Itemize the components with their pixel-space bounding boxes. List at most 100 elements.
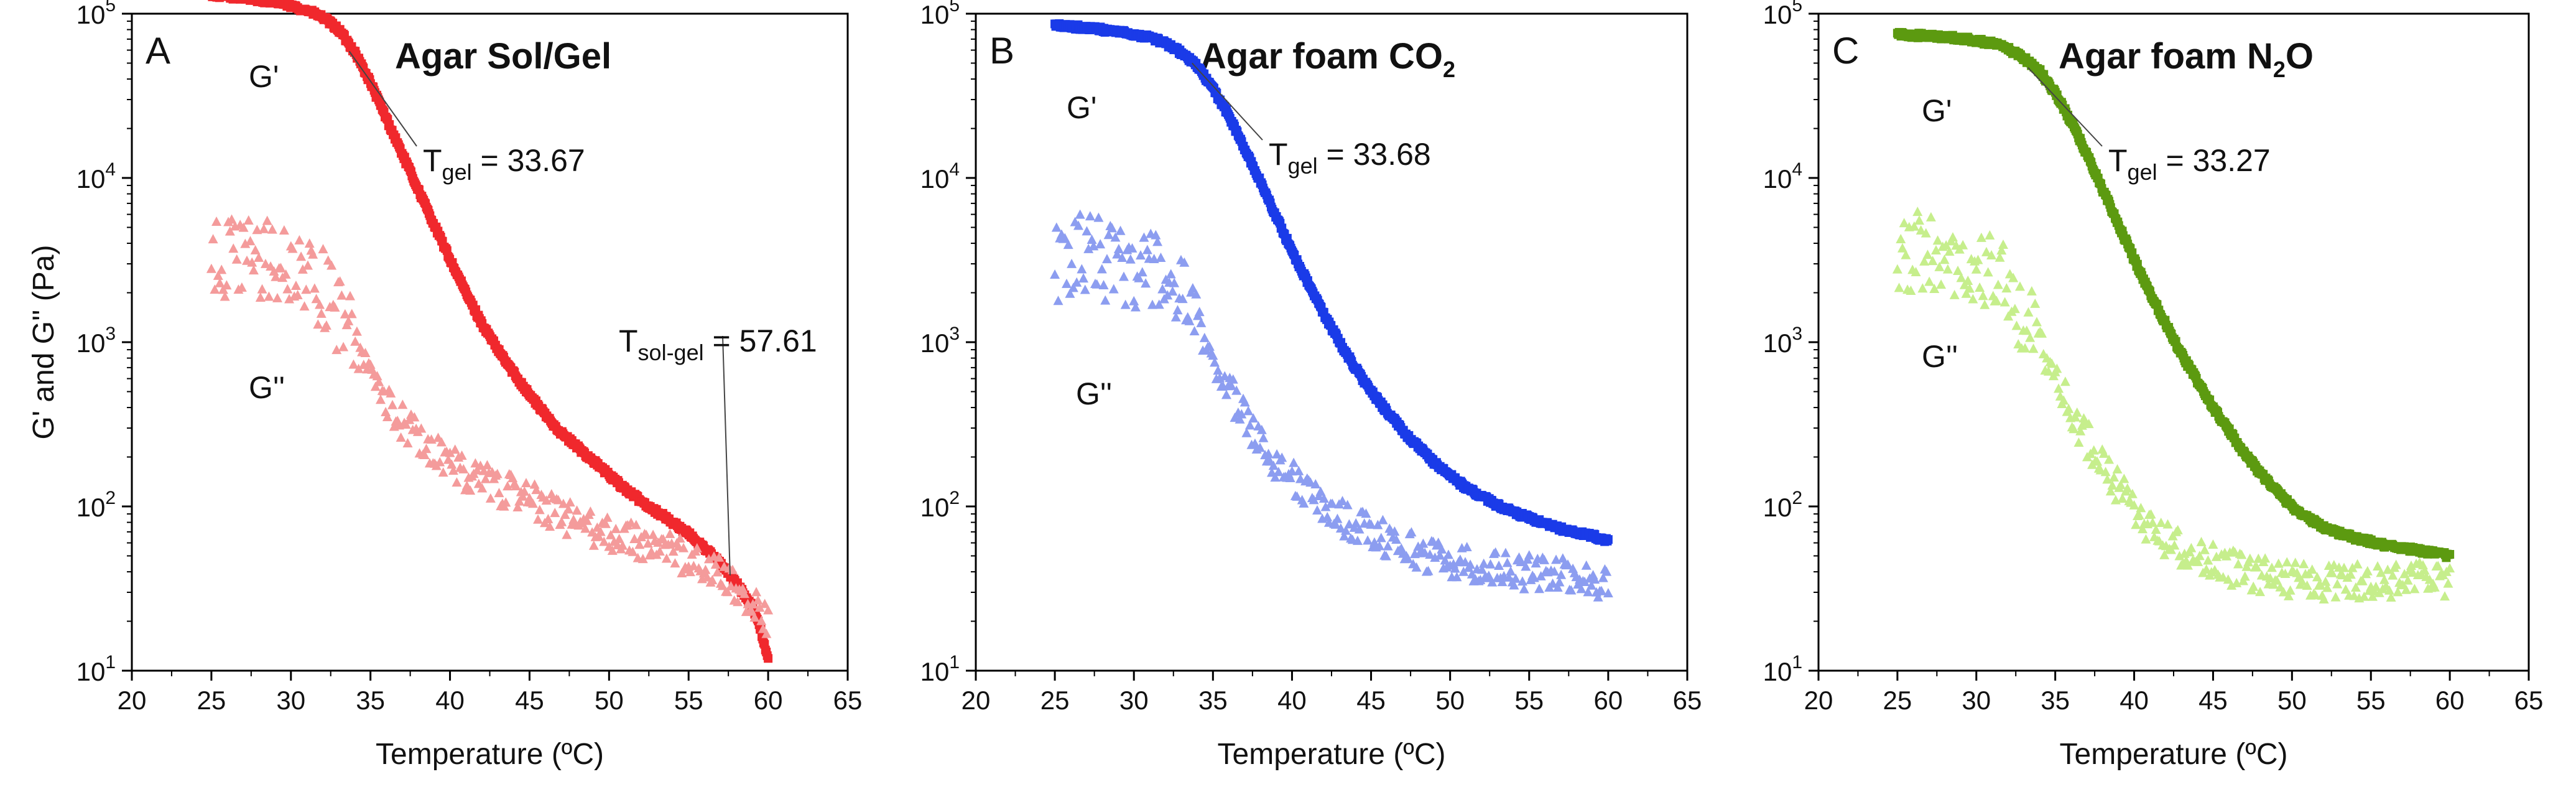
data-point-triangle (1352, 535, 1363, 545)
data-point-triangle (2340, 584, 2351, 594)
data-point-triangle (2131, 519, 2141, 529)
data-point-triangle (2248, 581, 2259, 591)
data-point-triangle (2290, 557, 2300, 567)
data-point-triangle (374, 376, 384, 386)
data-point-triangle (1601, 566, 1612, 576)
x-tick-label: 35 (356, 686, 385, 715)
data-point-triangle (1993, 279, 2003, 289)
data-point-triangle (1435, 550, 1445, 560)
data-point-triangle (1129, 296, 1139, 305)
data-point-triangle (1580, 577, 1590, 587)
data-point-triangle (282, 284, 293, 294)
data-point-triangle (1141, 278, 1151, 288)
data-point-triangle (1228, 374, 1238, 384)
data-point-triangle (529, 479, 540, 489)
x-tick-label: 65 (2514, 686, 2544, 715)
data-point-triangle (435, 457, 445, 467)
data-point-triangle (465, 485, 476, 495)
data-point-triangle (250, 245, 261, 254)
data-point-triangle (1373, 519, 1383, 529)
data-point-triangle (1187, 283, 1198, 293)
data-point-triangle (2337, 570, 2348, 580)
data-point-triangle (1256, 424, 1267, 434)
data-point-triangle (1268, 460, 1279, 470)
data-point-triangle (1072, 277, 1082, 287)
data-point-triangle (210, 284, 220, 294)
y-tick-exponent: 5 (1792, 0, 1802, 16)
data-point-triangle (1342, 500, 1353, 510)
data-point-triangle (700, 564, 711, 574)
data-point-triangle (299, 301, 310, 311)
data-point-triangle (1068, 282, 1078, 292)
data-point-triangle (309, 283, 320, 293)
annotation-subscript: gel (1288, 153, 1318, 179)
data-point-triangle (1418, 538, 1429, 548)
y-tick-exponent: 5 (949, 0, 960, 16)
data-point-triangle (517, 491, 528, 501)
data-point-triangle (345, 291, 356, 300)
data-point-triangle (712, 567, 723, 577)
panel-title-main: Agar foam CO (1200, 36, 1443, 77)
data-point-triangle (1374, 541, 1385, 551)
data-point-triangle (1980, 299, 1990, 309)
data-point-triangle (336, 290, 347, 300)
data-point-triangle (2312, 572, 2322, 582)
data-point-triangle (1562, 559, 1573, 569)
data-point-triangle (2052, 363, 2062, 373)
data-point-triangle (2379, 574, 2389, 584)
data-point-triangle (1112, 249, 1123, 259)
y-tick-label: 101 (76, 652, 116, 686)
data-point-triangle (1051, 222, 1062, 232)
data-point-triangle (1093, 212, 1104, 222)
data-point-triangle (2367, 591, 2378, 601)
data-point-triangle (1483, 571, 1494, 580)
data-point-triangle (763, 605, 774, 615)
data-point-triangle (1351, 518, 1361, 528)
y-tick-label: 104 (920, 159, 960, 193)
y-tick-base: 10 (76, 164, 106, 193)
y-tick-exponent: 4 (949, 159, 960, 180)
y-tick-base: 10 (76, 493, 106, 522)
data-point-triangle (2008, 273, 2019, 282)
data-point-triangle (1277, 452, 1287, 462)
data-point-triangle (456, 450, 467, 460)
data-point-triangle (2273, 558, 2284, 568)
data-point-triangle (637, 554, 648, 564)
y-tick-base: 10 (1763, 0, 1792, 29)
data-point-triangle (1169, 277, 1180, 287)
data-point-triangle (445, 447, 455, 457)
data-point-triangle (302, 260, 313, 270)
series-g-double-prime (1050, 209, 1613, 602)
data-point-triangle (1199, 332, 1210, 342)
data-point-triangle (1973, 254, 1983, 264)
data-point-triangle (1500, 547, 1511, 557)
data-point-triangle (1964, 283, 1975, 293)
data-point-triangle (316, 308, 327, 318)
data-point-triangle (1130, 302, 1141, 312)
data-point-triangle (2098, 448, 2109, 458)
data-point-triangle (1897, 243, 1907, 253)
x-tick-label: 25 (1040, 686, 1070, 715)
data-point-triangle (533, 514, 544, 524)
data-point-triangle (534, 505, 545, 515)
data-point-triangle (2201, 564, 2212, 574)
data-point-triangle (421, 444, 432, 454)
data-point-triangle (1914, 215, 1924, 225)
data-point-triangle (346, 309, 357, 319)
data-point-triangle (560, 510, 570, 519)
data-point-triangle (2302, 580, 2312, 590)
data-point-triangle (654, 546, 665, 556)
data-point-triangle (2064, 403, 2074, 413)
y-tick-exponent: 4 (105, 159, 116, 180)
data-point-square (2445, 550, 2455, 559)
data-point-triangle (1100, 295, 1111, 305)
data-point-triangle (1381, 551, 1391, 561)
data-point-triangle (748, 599, 758, 608)
data-point-triangle (1437, 544, 1447, 554)
data-point-triangle (507, 473, 518, 483)
data-point-triangle (553, 495, 563, 505)
data-point-triangle (661, 553, 672, 563)
data-point-triangle (294, 235, 305, 245)
data-point-triangle (2141, 534, 2151, 544)
data-point-triangle (1511, 573, 1521, 583)
